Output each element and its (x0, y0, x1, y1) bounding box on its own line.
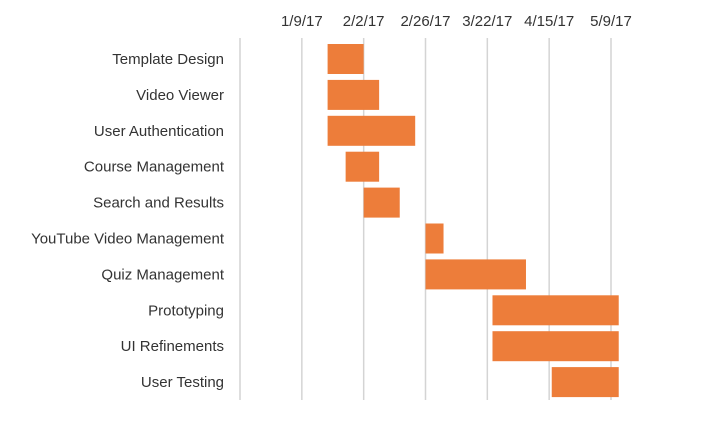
x-tick-label: 2/26/17 (400, 13, 450, 30)
task-bar (425, 259, 526, 290)
x-tick-label: 2/2/17 (343, 13, 385, 30)
task-label: User Testing (141, 374, 224, 391)
task-bar (327, 44, 364, 74)
task-bar (345, 151, 380, 182)
x-tick-label: 4/15/17 (524, 13, 574, 30)
task-label: UI Refinements (121, 338, 224, 355)
x-tick-label: 1/9/17 (281, 13, 323, 30)
task-label: Video Viewer (136, 87, 224, 104)
task-bars (327, 44, 619, 398)
x-axis-ticks: 1/9/17 2/2/17 2/26/17 3/22/17 4/15/17 5/9/17 (281, 13, 632, 30)
x-tick-label: 5/9/17 (590, 13, 632, 30)
task-bar (327, 115, 416, 146)
task-bar (551, 367, 619, 398)
task-label: Quiz Management (101, 266, 224, 283)
task-label: Prototyping (148, 302, 224, 319)
x-tick-label: 3/22/17 (462, 13, 512, 30)
task-bar (492, 295, 619, 326)
task-label: Course Management (84, 159, 225, 176)
task-label: Template Design (112, 51, 224, 68)
task-bar (492, 331, 619, 362)
task-bar (363, 187, 400, 218)
task-bar (425, 223, 444, 254)
task-label: YouTube Video Management (31, 231, 225, 248)
task-label: Search and Results (93, 195, 224, 212)
task-labels: Template Design Video Viewer User Authenti… (31, 51, 225, 391)
task-bar (327, 79, 380, 110)
task-label: User Authentication (94, 123, 224, 140)
